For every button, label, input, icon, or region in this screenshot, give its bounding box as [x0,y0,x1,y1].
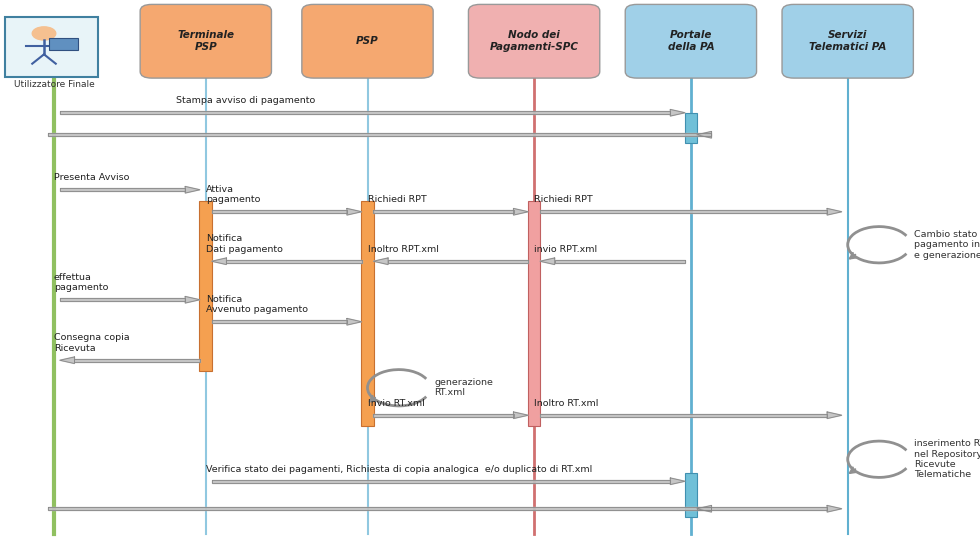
Polygon shape [697,507,827,510]
Text: PSP: PSP [356,36,379,46]
Bar [49,38,78,50]
Polygon shape [212,480,670,483]
Polygon shape [60,298,185,301]
Polygon shape [48,133,711,136]
Text: generazione
RT.xml: generazione RT.xml [434,378,493,398]
Text: Cambio stato
pagamento in attesa
e generazione RPT: Cambio stato pagamento in attesa e gener… [914,230,980,260]
FancyBboxPatch shape [140,4,271,78]
Text: Nodo dei
Pagamenti-SPC: Nodo dei Pagamenti-SPC [490,30,578,52]
Text: Inoltro RT.xml: Inoltro RT.xml [534,399,599,408]
Text: Consegna copia
Ricevuta: Consegna copia Ricevuta [54,333,129,353]
Bar [200,201,212,371]
Bar [684,473,698,517]
Text: Richiedi RPT: Richiedi RPT [368,195,426,204]
FancyBboxPatch shape [302,4,433,78]
Polygon shape [212,210,347,213]
Polygon shape [212,320,347,323]
Text: Richiedi RPT: Richiedi RPT [534,195,593,204]
Bar [528,201,541,426]
Polygon shape [827,412,842,419]
Polygon shape [388,260,528,263]
Polygon shape [555,260,685,263]
Polygon shape [514,412,528,419]
Polygon shape [514,208,528,215]
Polygon shape [60,357,74,364]
Polygon shape [347,208,362,215]
Text: invio RPT.xml: invio RPT.xml [534,245,597,254]
Polygon shape [185,186,200,193]
Polygon shape [74,359,200,362]
Text: Invio RT.xml: Invio RT.xml [368,399,424,408]
Polygon shape [827,505,842,512]
Bar [684,113,698,143]
Text: Notifica
Dati pagamento: Notifica Dati pagamento [206,234,282,254]
Polygon shape [373,414,514,417]
FancyBboxPatch shape [468,4,600,78]
Text: Inoltro RPT.xml: Inoltro RPT.xml [368,245,438,254]
Polygon shape [697,131,711,138]
Polygon shape [212,258,226,265]
Polygon shape [48,507,711,510]
Text: Verifica stato dei pagamenti, Richiesta di copia analogica  e/o duplicato di RT.: Verifica stato dei pagamenti, Richiesta … [206,465,592,474]
Text: Portale
della PA: Portale della PA [667,30,714,52]
Polygon shape [185,296,200,303]
Text: effettua
pagamento: effettua pagamento [54,273,108,292]
FancyBboxPatch shape [782,4,913,78]
Text: Stampa avviso di pagamento: Stampa avviso di pagamento [176,96,316,105]
Bar [361,201,374,426]
Text: Notifica
Avvenuto pagamento: Notifica Avvenuto pagamento [206,295,308,314]
Text: inserimento RT.xml
nel Repository
Ricevute
Telematiche: inserimento RT.xml nel Repository Ricevu… [914,439,980,480]
Text: Attiva
pagamento: Attiva pagamento [206,185,260,204]
Polygon shape [60,111,670,114]
Polygon shape [670,478,685,485]
Polygon shape [373,210,514,213]
Text: Servizi
Telematici PA: Servizi Telematici PA [809,30,886,52]
FancyBboxPatch shape [625,4,757,78]
Polygon shape [827,208,842,215]
Polygon shape [540,258,555,265]
Polygon shape [697,505,711,512]
Polygon shape [60,188,185,191]
Polygon shape [373,258,388,265]
Polygon shape [540,210,827,213]
Text: Presenta Avviso: Presenta Avviso [54,173,129,182]
Polygon shape [670,109,685,116]
Polygon shape [347,318,362,325]
Circle shape [32,27,56,40]
Text: Utilizzatore Finale: Utilizzatore Finale [14,80,94,89]
Bar [5,16,98,77]
Polygon shape [540,414,827,417]
Text: Terminale
PSP: Terminale PSP [177,30,234,52]
Polygon shape [226,260,362,263]
